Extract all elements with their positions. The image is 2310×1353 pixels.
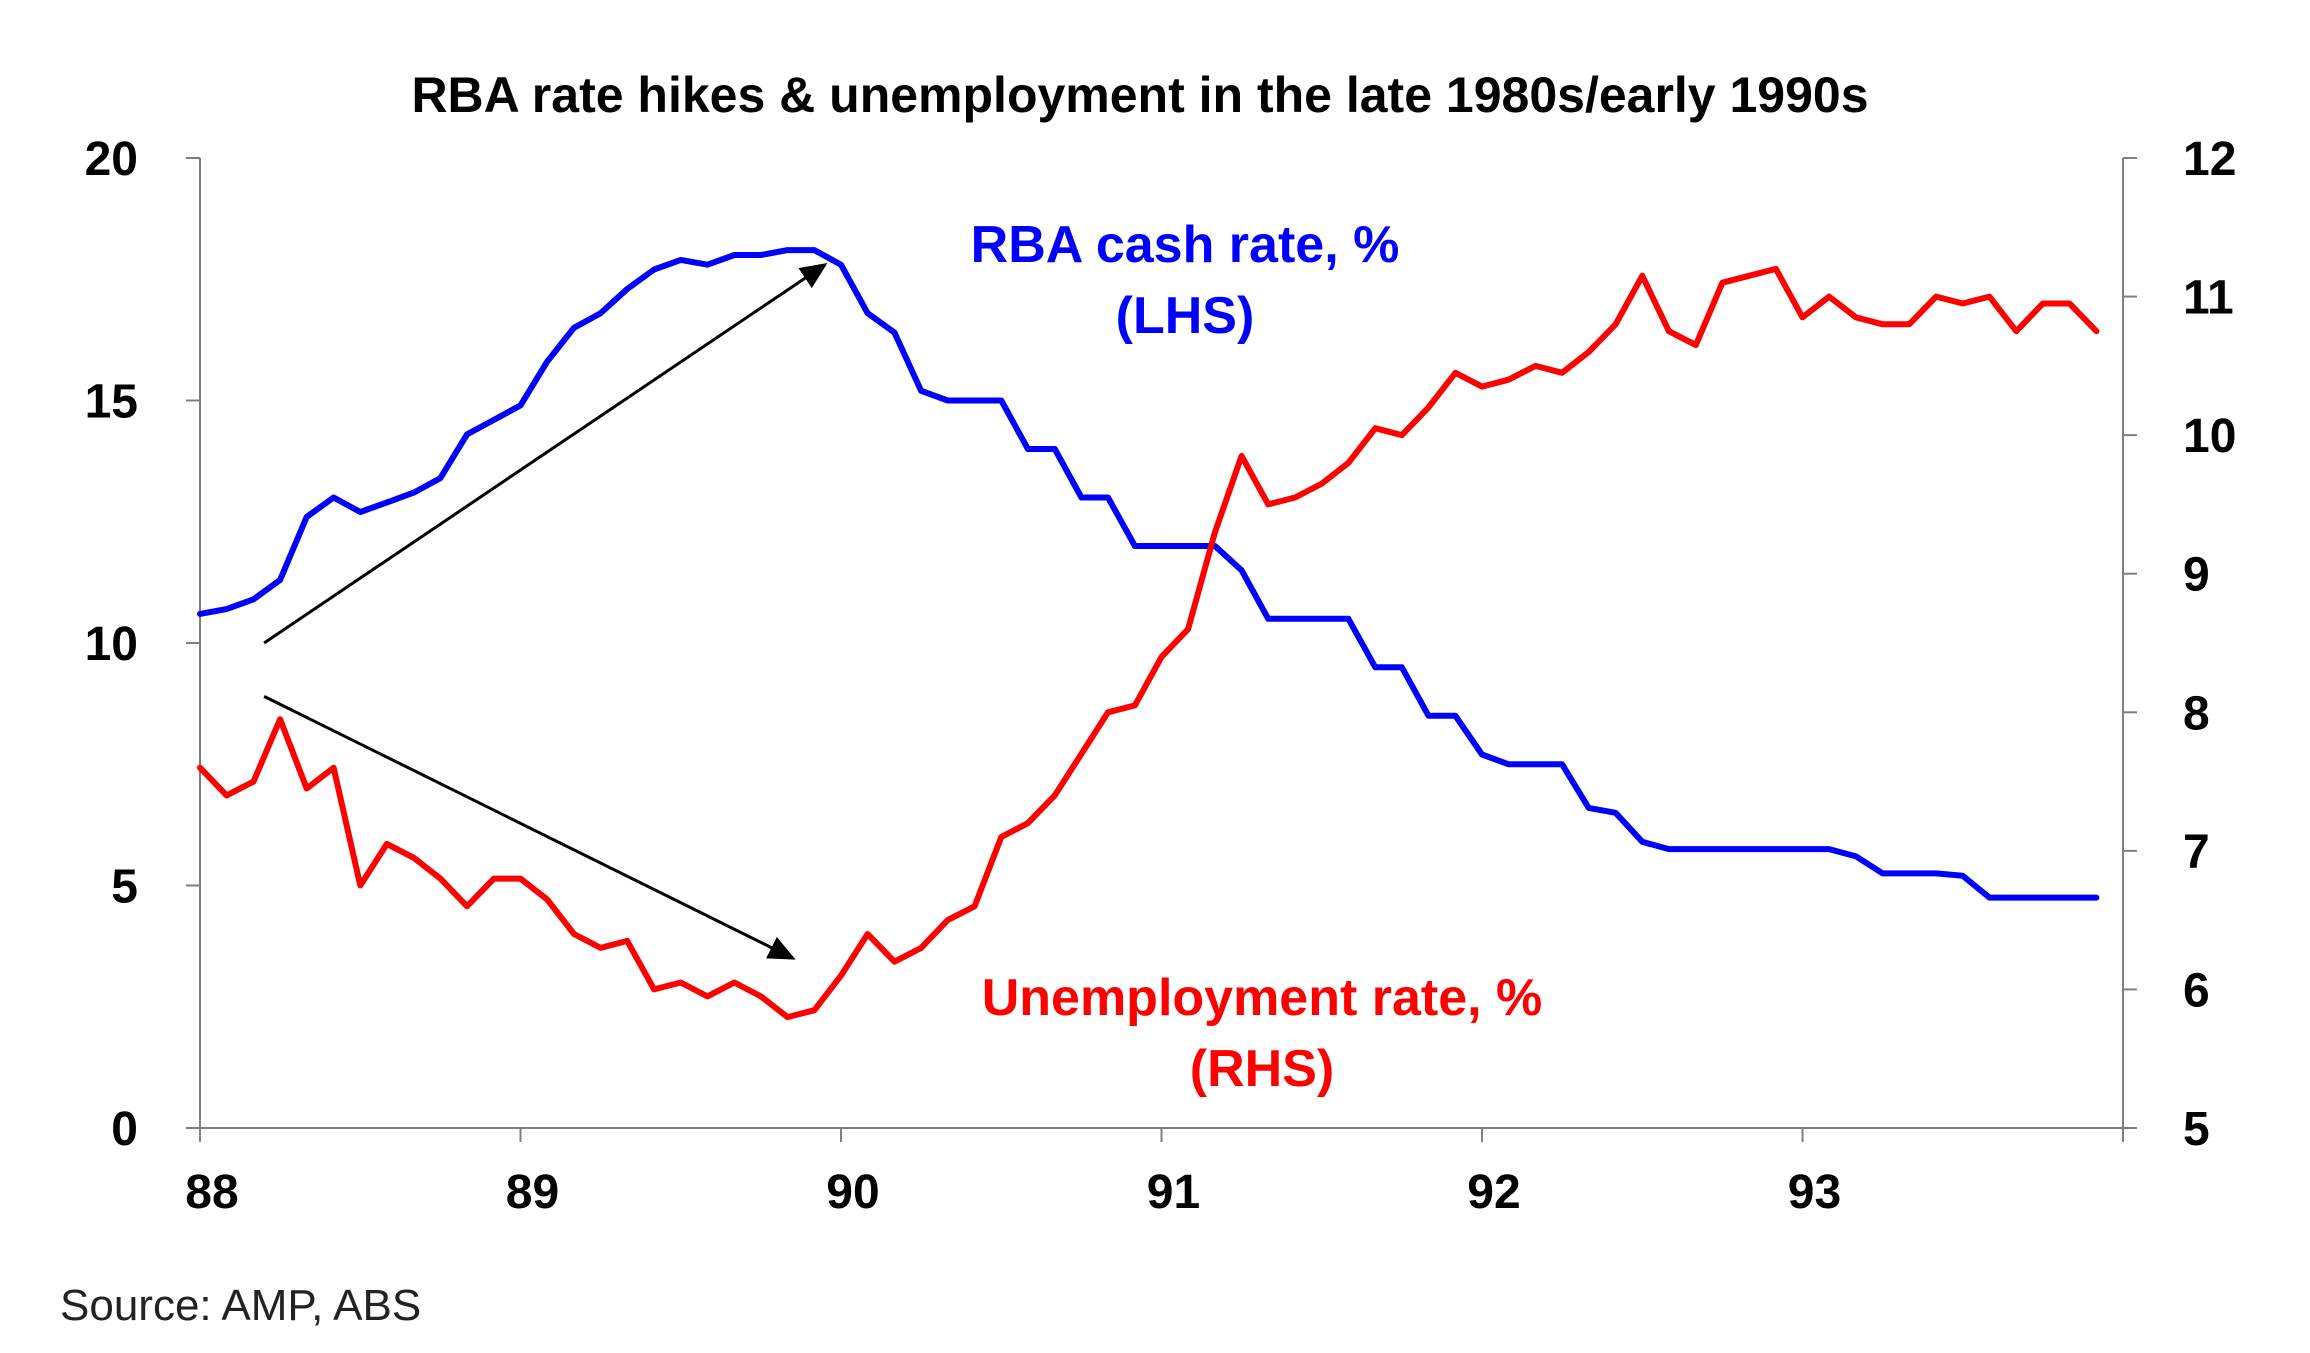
right-tick-label: 11 bbox=[2183, 272, 2234, 325]
series-layer bbox=[197, 247, 2100, 1021]
right-tick-label: 7 bbox=[2183, 826, 2210, 879]
rba-series-axis-label: (LHS) bbox=[1116, 287, 1255, 345]
unemployment-series-label: Unemployment rate, % bbox=[982, 969, 1543, 1027]
right-tick-label: 6 bbox=[2183, 964, 2210, 1017]
rate-hike-arrow bbox=[263, 263, 828, 645]
chart-title: RBA rate hikes & unemployment in the lat… bbox=[411, 67, 1868, 123]
unemployment-rate-line bbox=[197, 265, 2100, 1021]
unemployment-fall-arrow bbox=[263, 695, 796, 960]
rba-cash-rate-line bbox=[197, 247, 2100, 901]
unemployment-series-axis-label: (RHS) bbox=[1190, 1040, 1334, 1098]
left-tick-label: 10 bbox=[85, 618, 138, 671]
source-note: Source: AMP, ABS bbox=[60, 1281, 421, 1330]
right-tick-label: 9 bbox=[2183, 549, 2210, 602]
x-tick-label: 88 bbox=[185, 1166, 238, 1219]
rba-series-label: RBA cash rate, % bbox=[971, 216, 1400, 274]
left-tick-label: 0 bbox=[111, 1103, 138, 1156]
x-tick-label: 92 bbox=[1467, 1166, 1520, 1219]
x-tick-label: 89 bbox=[506, 1166, 559, 1219]
x-tick-label: 93 bbox=[1788, 1166, 1841, 1219]
left-tick-label: 20 bbox=[85, 133, 138, 186]
right-tick-label: 5 bbox=[2183, 1103, 2210, 1156]
right-tick-label: 12 bbox=[2183, 133, 2236, 186]
x-tick-label: 90 bbox=[826, 1166, 879, 1219]
right-tick-label: 10 bbox=[2183, 410, 2236, 463]
x-tick-label: 91 bbox=[1147, 1166, 1200, 1219]
annotation-layer bbox=[263, 263, 828, 960]
left-tick-label: 15 bbox=[85, 376, 138, 429]
left-tick-label: 5 bbox=[111, 861, 138, 914]
right-tick-label: 8 bbox=[2183, 687, 2210, 740]
